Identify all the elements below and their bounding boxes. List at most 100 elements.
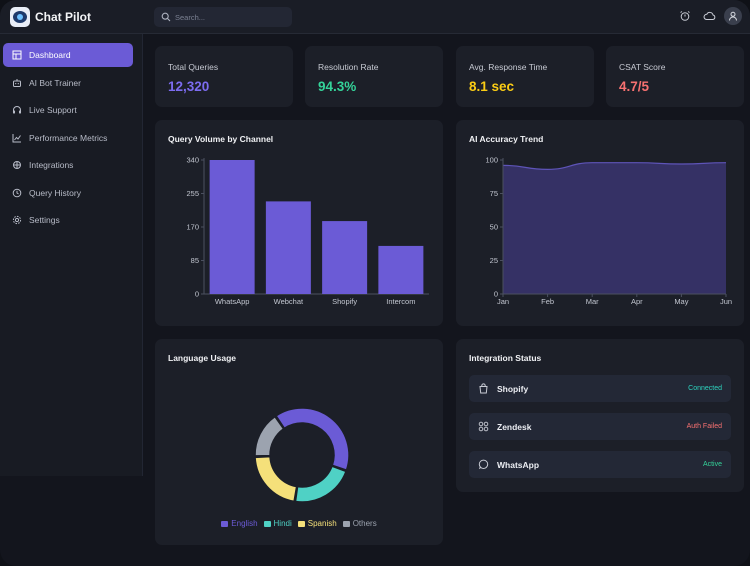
accuracy-trend-chart: 0 25 50 75 100 Jan Feb Mar Apr May Jun (485, 156, 732, 307)
y-tick-label: 0 (494, 290, 498, 299)
legend-swatch (297, 520, 305, 527)
search-input[interactable] (175, 10, 285, 24)
integration-status-badge: Active (702, 461, 722, 468)
stat-card-csat-score: CSAT Score 4.7/5 (606, 46, 744, 107)
stat-value: 8.1 sec (469, 79, 515, 94)
plug-icon (12, 160, 22, 170)
language-usage-card: Language Usage English Hindi Spanish Others (155, 339, 443, 545)
bar-webchat (265, 201, 311, 294)
sidebar-item-query-history[interactable]: Query History (3, 181, 133, 205)
language-usage-chart (254, 407, 350, 503)
history-icon (12, 188, 22, 198)
zendesk-grid-icon (478, 421, 489, 432)
x-tick-label: Shopify (332, 297, 357, 306)
integration-name: Shopify (497, 384, 529, 394)
legend-item-english: English (221, 519, 258, 528)
stat-label: CSAT Score (619, 62, 666, 72)
legend-label: Others (352, 519, 377, 528)
integration-row-shopify[interactable]: Shopify Connected (469, 375, 731, 402)
stat-value: 94.3% (318, 79, 357, 94)
x-tick-label: Jun (720, 297, 732, 306)
sidebar-item-live-support[interactable]: Live Support (3, 98, 133, 122)
y-tick-label: 255 (186, 189, 199, 198)
x-tick-label: Jan (497, 297, 509, 306)
legend-label: Spanish (307, 519, 337, 528)
sidebar-item-dashboard[interactable]: Dashboard (3, 43, 133, 67)
legend-item-hindi: Hindi (263, 519, 292, 528)
robot-icon (12, 78, 22, 88)
alarm-icon[interactable] (676, 7, 694, 25)
app-title: Chat Pilot (35, 10, 91, 24)
x-tick-label: Apr (631, 297, 643, 306)
y-tick-label: 0 (195, 290, 199, 299)
legend-label: Hindi (273, 519, 292, 528)
y-tick-label: 340 (186, 156, 199, 165)
y-tick-label: 85 (191, 256, 199, 265)
legend-swatch (342, 520, 350, 527)
stat-value: 4.7/5 (619, 79, 650, 94)
cloud-icon[interactable] (700, 7, 718, 25)
accuracy-trend-card: AI Accuracy Trend 0 25 50 75 100 Jan Feb Mar Apr… (456, 120, 744, 326)
y-tick-label: 170 (186, 223, 199, 232)
search-box[interactable] (154, 7, 292, 27)
sidebar-item-label: Live Support (29, 105, 77, 115)
stat-label: Resolution Rate (318, 62, 379, 72)
integration-status-card: Integration Status Shopify Connected Zen… (456, 339, 744, 492)
bar-whatsapp (209, 160, 255, 294)
x-tick-label: Mar (586, 297, 599, 306)
integration-status-title: Integration Status (469, 353, 542, 363)
headset-icon (12, 105, 22, 115)
x-tick-label: Feb (541, 297, 554, 306)
language-legend: English Hindi Spanish Others (155, 519, 443, 528)
y-tick-label: 50 (490, 223, 498, 232)
legend-item-others: Others (342, 519, 377, 528)
chart-line-icon (12, 133, 22, 143)
legend-swatch (221, 520, 229, 527)
x-tick-label: May (674, 297, 688, 306)
sidebar-item-performance-metrics[interactable]: Performance Metrics (3, 126, 133, 150)
sidebar-item-ai-bot-trainer[interactable]: AI Bot Trainer (3, 71, 133, 95)
user-avatar[interactable] (724, 7, 742, 25)
top-actions (676, 7, 742, 25)
accuracy-trend-title: AI Accuracy Trend (469, 134, 544, 144)
sidebar-item-integrations[interactable]: Integrations (3, 153, 133, 177)
legend-label: English (231, 519, 258, 528)
stat-card-total-queries: Total Queries 12,320 (155, 46, 293, 107)
integration-status-badge: Auth Failed (686, 423, 722, 430)
sidebar-item-label: Performance Metrics (29, 133, 108, 143)
stat-label: Total Queries (168, 62, 219, 72)
integration-row-whatsapp[interactable]: WhatsApp Active (469, 451, 731, 478)
x-tick-label: WhatsApp (215, 297, 250, 306)
integration-status-badge: Connected (688, 385, 722, 392)
sidebar-item-label: AI Bot Trainer (29, 78, 81, 88)
stat-value: 12,320 (168, 79, 210, 94)
x-tick-label: Intercom (386, 297, 415, 306)
stat-card-resolution-rate: Resolution Rate 94.3% (305, 46, 443, 107)
legend-item-spanish: Spanish (297, 519, 337, 528)
y-tick-label: 75 (490, 189, 498, 198)
slice-hindi (294, 465, 347, 503)
sidebar-item-label: Integrations (29, 160, 74, 170)
area-line (502, 162, 727, 170)
integration-row-zendesk[interactable]: Zendesk Auth Failed (469, 413, 731, 440)
shopify-bag-icon (478, 383, 489, 394)
gear-icon (12, 215, 22, 225)
app-logo[interactable] (10, 7, 30, 27)
top-bar: Chat Pilot (0, 0, 750, 34)
user-icon (729, 11, 737, 21)
sidebar-item-label: Settings (29, 215, 60, 225)
bar-intercom (378, 245, 424, 294)
whatsapp-icon (478, 459, 489, 470)
slice-others (254, 415, 285, 457)
area-fill (503, 162, 726, 294)
stat-card-avg-response-time: Avg. Response Time 8.1 sec (456, 46, 594, 107)
integration-name: WhatsApp (497, 460, 540, 470)
bar-shopify (322, 221, 368, 294)
integration-name: Zendesk (497, 422, 532, 432)
slice-spanish (254, 455, 298, 503)
sidebar-item-settings[interactable]: Settings (3, 208, 133, 232)
y-tick-label: 100 (485, 156, 498, 165)
query-volume-title: Query Volume by Channel (168, 134, 274, 144)
query-volume-chart: 0 85 170 255 340 WhatsApp Webchat Shopify Interc… (186, 156, 429, 306)
